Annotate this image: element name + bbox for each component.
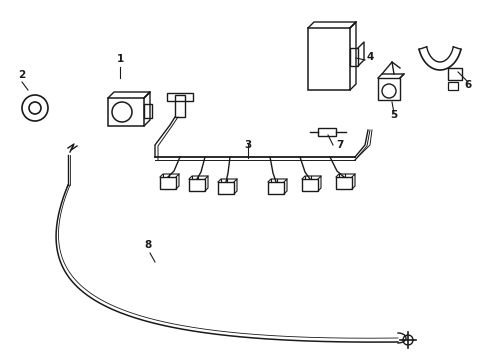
Bar <box>335 177 351 189</box>
Bar <box>167 93 193 101</box>
Text: 4: 4 <box>366 52 373 62</box>
Text: 6: 6 <box>464 80 470 90</box>
Text: 2: 2 <box>19 70 25 80</box>
Bar <box>447 82 457 90</box>
Text: 5: 5 <box>389 110 397 120</box>
Bar <box>143 104 152 118</box>
Bar <box>377 78 399 100</box>
Text: 7: 7 <box>336 140 343 150</box>
Bar <box>267 182 284 194</box>
Bar <box>447 68 461 80</box>
Text: 3: 3 <box>244 140 251 150</box>
Text: 1: 1 <box>116 54 123 64</box>
Bar <box>189 179 204 191</box>
Bar <box>317 128 335 136</box>
Bar <box>302 179 317 191</box>
Bar <box>108 98 143 126</box>
Bar <box>218 182 234 194</box>
Bar <box>175 95 184 117</box>
Bar <box>160 177 176 189</box>
Bar <box>349 48 357 66</box>
Bar <box>307 28 349 90</box>
Text: 8: 8 <box>144 240 151 250</box>
